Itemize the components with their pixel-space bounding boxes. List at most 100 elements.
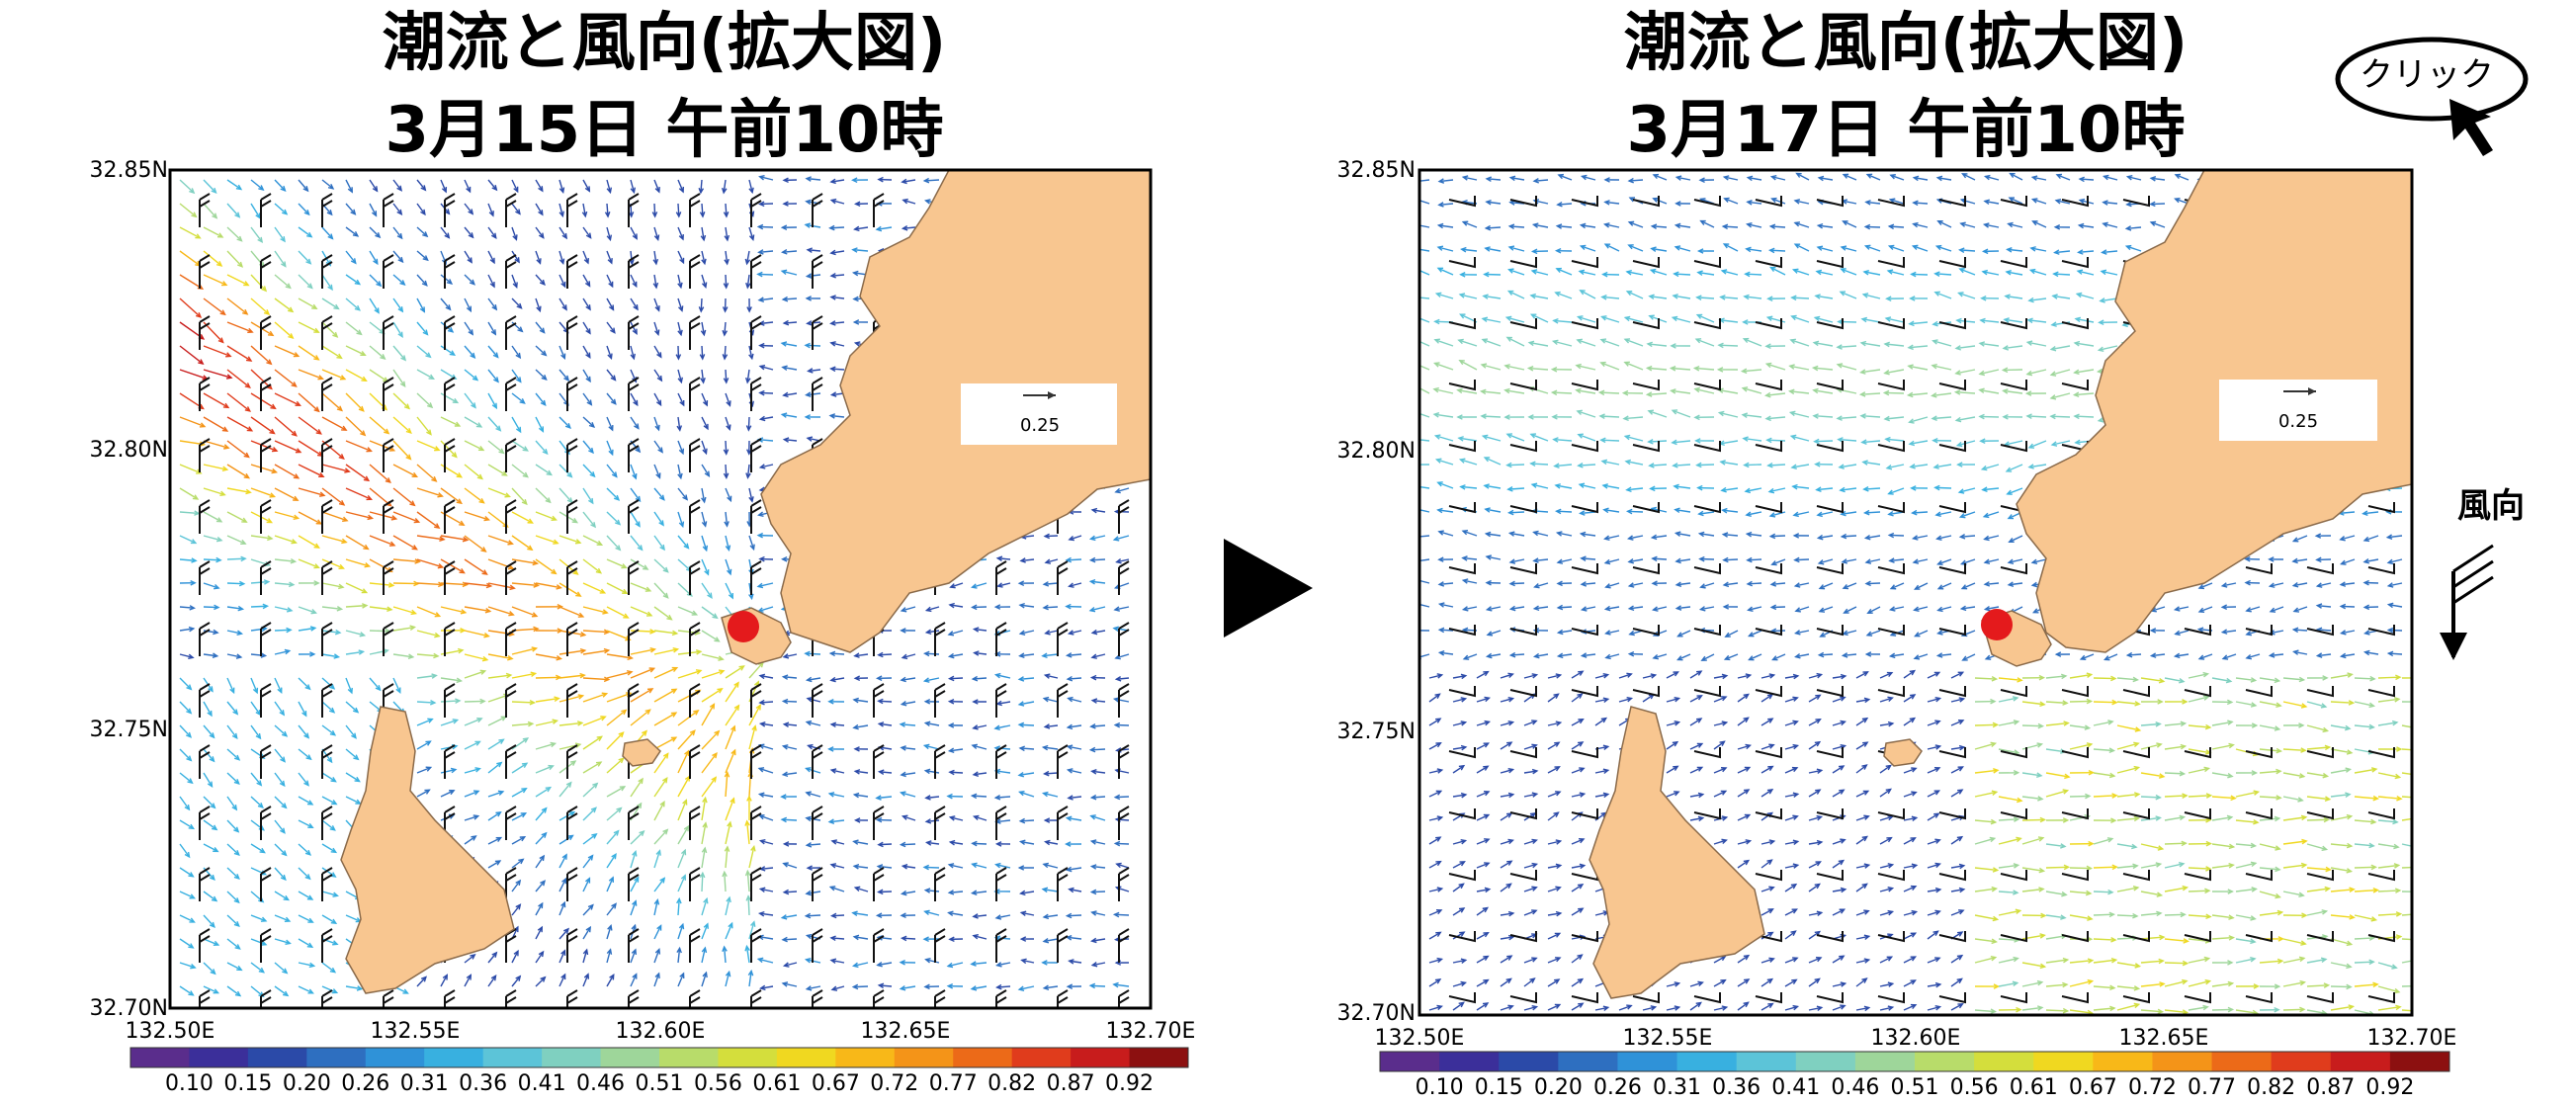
wind-barb [995,683,1007,718]
current-arrowhead [1413,315,1417,319]
current-arrowhead [334,629,342,636]
current-arrowhead [280,236,286,243]
current-arrowhead [1794,653,1801,659]
current-arrow [606,807,622,821]
current-arrowhead [342,516,349,522]
current-arrowhead [240,539,247,545]
current-arrowhead [325,260,332,267]
current-arrow [677,297,683,311]
current-arrow [1694,387,1715,394]
current-arrowhead [1043,673,1051,679]
current-arrowhead [1980,465,1988,471]
current-arrowhead [1507,697,1515,703]
current-arrowhead [505,672,513,679]
current-arrow [582,179,590,192]
current-arrow [535,855,545,869]
current-arrow [854,794,869,798]
current-arrowhead [1983,535,1990,542]
current-arrowhead [1960,584,1968,590]
current-arrow [464,226,474,238]
wind-barb [995,560,1007,595]
current-arrowhead [330,872,337,878]
current-arrowhead [1983,558,1991,564]
current-arrow [203,464,227,470]
current-arrowhead [2007,514,2015,520]
current-arrow [179,345,204,365]
current-arrowhead [1743,462,1750,468]
current-arrow [179,914,195,923]
current-arrowhead [585,232,592,239]
current-arrow [369,321,385,334]
current-arrowhead [498,448,505,455]
current-arrowhead [1812,413,1819,419]
current-arrowhead [1982,222,1990,228]
current-arrow [2104,653,2118,661]
current-arrow [1439,179,1454,183]
current-arrow [2175,630,2190,636]
wind-barb [812,193,823,227]
current-arrow [464,582,491,587]
current-arrow [606,321,616,334]
current-arrowhead [339,375,347,381]
current-arrow [630,974,638,987]
current-arrow [1476,697,1490,703]
current-arrow [2026,369,2047,376]
wind-barb [566,254,578,289]
wind-barb [260,683,272,718]
current-arrow [1625,316,1644,323]
current-arrowhead [781,674,789,680]
wind-barb [1057,622,1069,656]
current-arrowhead [407,653,415,659]
current-arrowhead [515,377,522,383]
current-arrow [1605,606,1620,611]
current-arrow [345,748,359,760]
current-arrow [298,677,310,690]
current-arrowhead [512,282,518,289]
current-arrowhead [1887,244,1895,251]
current-arrowhead [522,737,530,743]
current-arrow [1043,938,1059,943]
current-arrow [701,972,708,987]
current-arrow [179,535,197,545]
current-arrow [226,487,251,493]
wind-barb [260,744,272,779]
current-arrowhead [1112,536,1120,542]
current-arrowhead [1457,338,1464,345]
current-arrowhead [313,327,320,333]
current-arrowhead [469,279,475,286]
current-arrow [1628,535,1644,540]
current-arrowhead [2386,558,2394,565]
current-arrow [1769,511,1786,517]
current-arrowhead [615,519,622,526]
current-arrowhead [924,795,931,801]
current-arrowhead [1843,608,1849,614]
right-map [1413,168,2414,1017]
current-arrowhead [1696,695,1703,701]
current-arrow [1092,630,1106,635]
current-arrowhead [899,722,906,727]
wind-barb [321,377,333,411]
current-arrow [582,855,594,869]
current-arrowhead [209,756,215,763]
current-arrowhead [1696,270,1703,276]
current-arrowhead [693,709,700,716]
current-arrow [677,729,696,750]
wind-barb [628,315,640,350]
current-arrowhead [1650,246,1657,252]
current-arrow [321,345,342,359]
current-arrowhead [852,296,859,302]
current-arrow [1487,630,1502,637]
current-arrowhead [1931,415,1937,421]
current-arrowhead [1793,582,1801,588]
current-arrowhead [2339,603,2347,610]
current-arrowhead [1958,513,1966,519]
current-arrow [949,677,964,680]
current-arrow [1960,511,1976,518]
current-arrowhead [1791,483,1798,490]
current-arrowhead [875,816,883,823]
current-arrow [1843,220,1857,228]
current-arrowhead [1724,632,1731,637]
current-arrowhead [513,186,519,194]
current-arrowhead [1743,693,1750,700]
current-arrow [298,627,315,632]
